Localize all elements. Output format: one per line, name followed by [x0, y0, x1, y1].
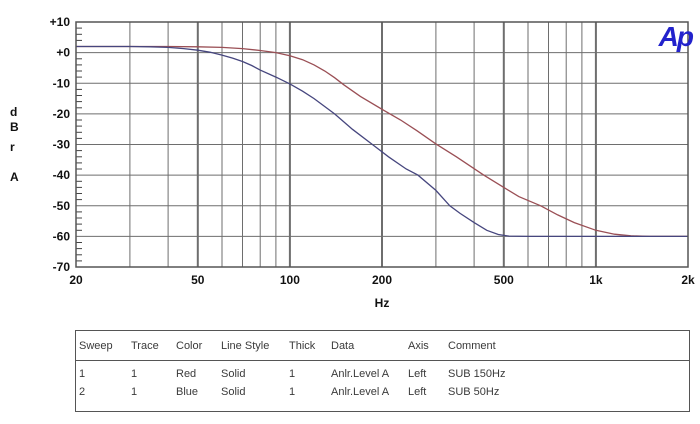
x-tick-label: 100	[280, 273, 300, 287]
cell-thick: 1	[289, 368, 296, 380]
cell-comment: SUB 50Hz	[448, 386, 500, 398]
y-tick-label: -30	[53, 138, 71, 152]
x-axis-title: Hz	[375, 296, 390, 310]
col-header-comment: Comment	[448, 339, 496, 352]
sweep-table-header: Sweep Trace Color Line Style Thick Data …	[76, 331, 689, 361]
x-tick-label: 200	[372, 273, 392, 287]
cell-trace: 1	[131, 386, 138, 398]
sweep-table-body: 1 1 Red Solid 1 Anlr.Level A Left SUB 15…	[76, 361, 689, 401]
frequency-response-chart: +10 +0 -10 -20 -30 -40 -50 -60 -70 20 50 100 200 500 1…	[10, 15, 695, 310]
col-header-linestyle: Line Style	[221, 339, 270, 352]
col-header-axis: Axis	[408, 339, 429, 352]
plot-border	[75, 21, 689, 268]
x-tick-label: 500	[494, 273, 514, 287]
cell-data: Anlr.Level A	[331, 368, 390, 380]
sweep-table: Sweep Trace Color Line Style Thick Data …	[75, 330, 690, 412]
y-tick-label: +0	[56, 46, 70, 60]
gridlines	[76, 22, 688, 267]
cell-data: Anlr.Level A	[331, 386, 390, 398]
curve-sub-150hz	[76, 45, 688, 238]
col-header-sweep: Sweep	[79, 339, 113, 352]
y-axis-title-char: A	[10, 170, 19, 184]
x-tick-label: 20	[69, 273, 83, 287]
cell-trace: 1	[131, 368, 138, 380]
col-header-thick: Thick	[289, 339, 316, 352]
y-tick-label: -70	[53, 260, 71, 274]
cell-color: Red	[176, 368, 197, 380]
cell-sweep: 2	[79, 386, 86, 398]
cell-linestyle: Solid	[221, 386, 246, 398]
table-row-sweep1[interactable]: 1 1 Red Solid 1 Anlr.Level A Left SUB 15…	[76, 365, 689, 383]
y-tick-label: -10	[53, 76, 71, 90]
cell-comment: SUB 150Hz	[448, 368, 506, 380]
y-tick-label: -40	[53, 168, 71, 182]
curve-sub-50hz	[76, 45, 688, 238]
col-header-trace: Trace	[131, 339, 159, 352]
x-tick-label: 1k	[589, 273, 603, 287]
cell-thick: 1	[289, 386, 296, 398]
cell-axis: Left	[408, 368, 427, 380]
cell-color: Blue	[176, 386, 199, 398]
y-axis-title-char: d	[10, 105, 17, 119]
y-tick-label: -20	[53, 107, 71, 121]
y-tick-label: -50	[53, 199, 71, 213]
y-axis-title-char: r	[10, 140, 15, 154]
x-tick-label: 2k	[681, 273, 695, 287]
y-tick-label: +10	[50, 15, 71, 29]
cell-sweep: 1	[79, 368, 86, 380]
col-header-data: Data	[331, 339, 355, 352]
y-axis-title-char: B	[10, 120, 19, 134]
cell-axis: Left	[408, 386, 427, 398]
cell-linestyle: Solid	[221, 368, 246, 380]
curves	[76, 45, 688, 238]
ap-logo: Ap	[658, 21, 694, 52]
x-tick-label: 50	[191, 273, 205, 287]
y-tick-label: -60	[53, 229, 71, 243]
col-header-color: Color	[176, 339, 203, 352]
table-row-sweep2[interactable]: 2 1 Blue Solid 1 Anlr.Level A Left SUB 5…	[76, 383, 689, 401]
